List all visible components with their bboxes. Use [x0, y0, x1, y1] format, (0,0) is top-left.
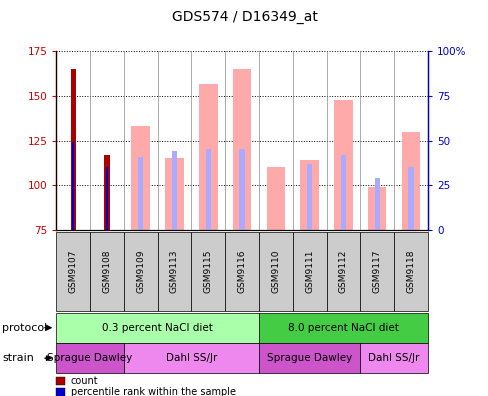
Bar [165, 158, 183, 230]
Text: count: count [71, 376, 98, 386]
Bar [70, 69, 76, 230]
Bar [374, 178, 379, 230]
Text: GSM9118: GSM9118 [406, 249, 415, 293]
Bar [232, 69, 251, 230]
Text: Sprague Dawley: Sprague Dawley [47, 353, 132, 363]
Bar [340, 155, 346, 230]
Bar [300, 160, 318, 230]
Bar [306, 164, 312, 230]
Text: GSM9113: GSM9113 [170, 249, 179, 293]
Bar [131, 126, 150, 230]
Bar [239, 149, 244, 230]
Text: GSM9117: GSM9117 [372, 249, 381, 293]
Text: strain: strain [2, 353, 34, 363]
Bar [171, 151, 177, 230]
Bar [407, 167, 413, 230]
Bar [105, 167, 108, 230]
Text: Dahl SS/Jr: Dahl SS/Jr [367, 353, 419, 363]
Bar [72, 142, 74, 230]
Bar [266, 167, 285, 230]
Bar [205, 149, 210, 230]
Text: Dahl SS/Jr: Dahl SS/Jr [165, 353, 217, 363]
Text: GSM9108: GSM9108 [102, 249, 111, 293]
Bar [401, 131, 419, 230]
Bar [104, 155, 109, 230]
Bar [367, 187, 386, 230]
Text: GSM9111: GSM9111 [305, 249, 313, 293]
Text: 0.3 percent NaCl diet: 0.3 percent NaCl diet [102, 323, 213, 333]
Text: GSM9112: GSM9112 [338, 249, 347, 293]
Text: 8.0 percent NaCl diet: 8.0 percent NaCl diet [287, 323, 398, 333]
Text: GSM9115: GSM9115 [203, 249, 212, 293]
Text: protocol: protocol [2, 323, 48, 333]
Text: GSM9109: GSM9109 [136, 249, 145, 293]
Bar [199, 84, 217, 230]
Text: GSM9110: GSM9110 [271, 249, 280, 293]
Text: GDS574 / D16349_at: GDS574 / D16349_at [171, 10, 317, 24]
Text: Sprague Dawley: Sprague Dawley [266, 353, 351, 363]
Text: GSM9107: GSM9107 [68, 249, 78, 293]
Text: GSM9116: GSM9116 [237, 249, 246, 293]
Bar [138, 156, 143, 230]
Bar [333, 99, 352, 230]
Text: percentile rank within the sample: percentile rank within the sample [71, 387, 235, 396]
